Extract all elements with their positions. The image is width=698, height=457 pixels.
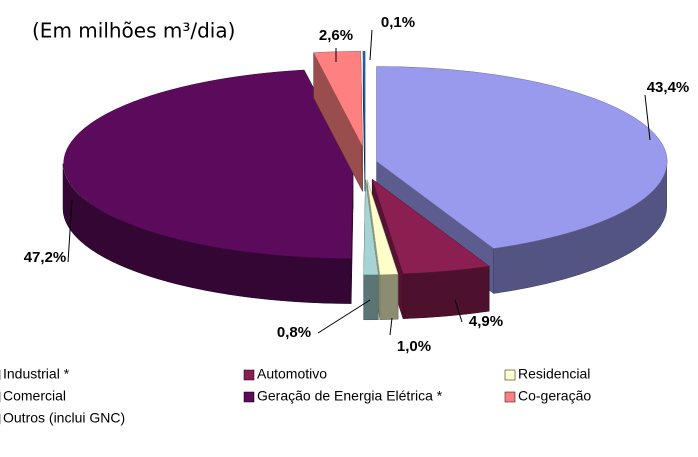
pie	[62, 50, 668, 321]
value-label: 4,9%	[469, 313, 503, 330]
slice-side	[402, 265, 490, 319]
leader-line	[389, 317, 393, 336]
slice	[363, 179, 379, 321]
value-label: 0,8%	[277, 324, 311, 341]
legend-label: Outros (inclui GNC)	[3, 410, 125, 426]
legend-label: Geração de Energia Elétrica *	[257, 388, 443, 404]
leader-line	[454, 299, 463, 323]
slice	[362, 50, 366, 192]
leader-line	[369, 29, 373, 61]
chart-title: (Em milhões m³/dia)	[32, 19, 235, 43]
slice-side	[379, 273, 399, 320]
legend-label: Industrial *	[3, 366, 70, 382]
slice	[313, 51, 363, 192]
legend-swatch	[243, 369, 255, 381]
slice-top	[63, 69, 354, 259]
value-label: 2,6%	[319, 27, 353, 44]
leader-line	[67, 199, 73, 263]
slice	[62, 69, 354, 304]
legend-label: Automotivo	[257, 366, 327, 382]
value-label: 1,0%	[397, 338, 431, 355]
legend-label: Comercial	[3, 388, 66, 404]
slice-side	[363, 274, 379, 321]
leader-line	[644, 94, 651, 141]
slice-top	[371, 178, 490, 274]
legend-swatch	[504, 391, 516, 403]
value-label: 47,2%	[24, 249, 67, 266]
slice-top	[376, 66, 668, 249]
slice-top	[313, 51, 363, 147]
value-label: 0,1%	[381, 14, 415, 31]
legend-label: Co-geração	[518, 388, 591, 404]
leader-line	[317, 299, 371, 334]
legend-swatch	[504, 369, 516, 381]
legend-swatch	[243, 391, 255, 403]
legend: Industrial * Automotivo Residencial Comerci…	[0, 366, 591, 426]
value-label: 43,4%	[647, 79, 690, 96]
slice-top	[363, 179, 379, 276]
slice-top	[362, 50, 366, 147]
labels: 43,4% 4,9% 1,0% 0,8% 47,2% 2,6% 0,1%	[24, 14, 690, 355]
slice-top	[366, 179, 399, 275]
legend-label: Residencial	[518, 366, 590, 382]
